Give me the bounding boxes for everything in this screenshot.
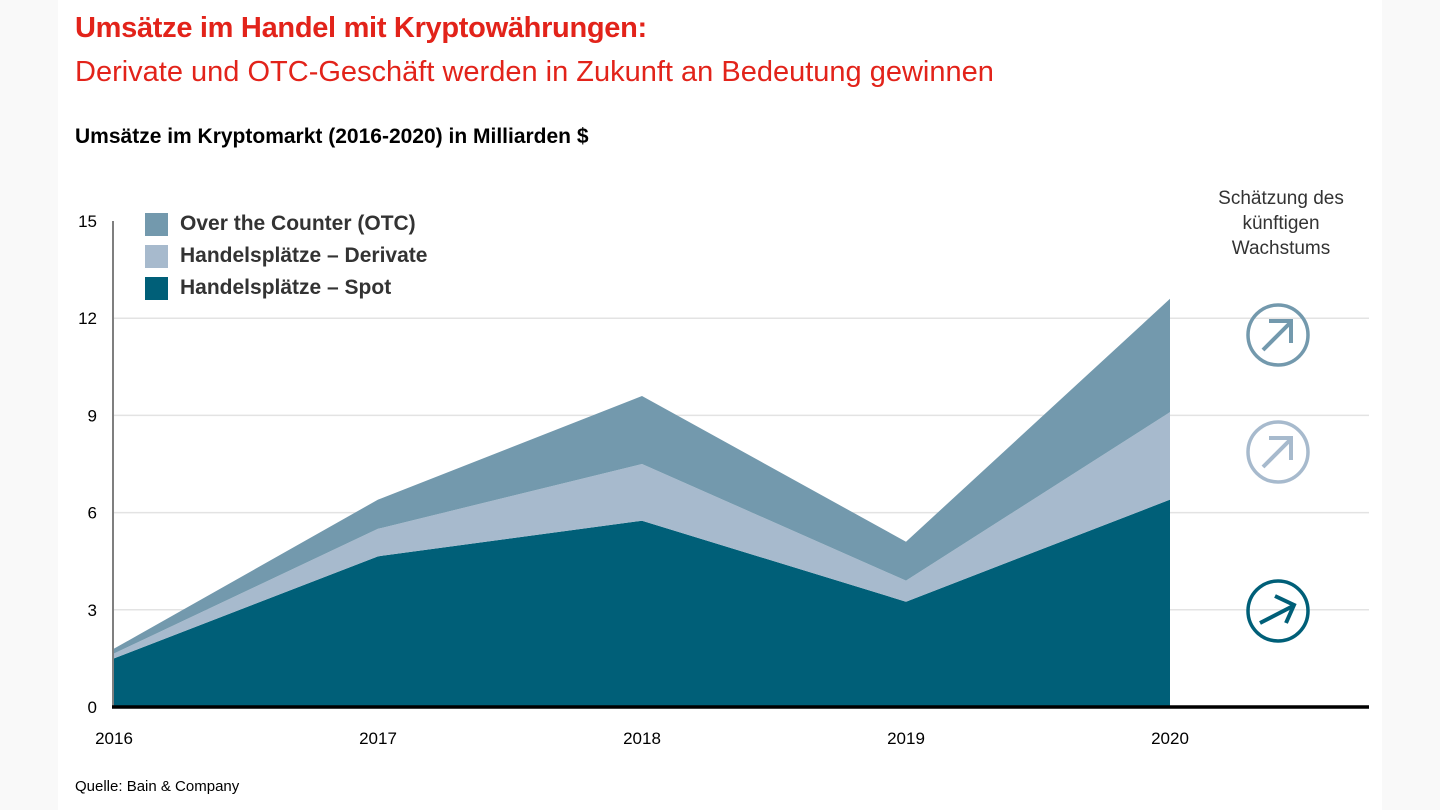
x-tick-label: 2019 (887, 729, 925, 748)
x-tick-label: 2018 (623, 729, 661, 748)
x-tick-label: 2016 (95, 729, 133, 748)
y-tick-label: 9 (88, 406, 97, 425)
arrow-right-up-circle-icon (1246, 579, 1310, 643)
legend-item-derivate: Handelsplätze – Derivate (145, 240, 427, 272)
x-tick-label: 2017 (359, 729, 397, 748)
legend-swatch-derivate (145, 244, 168, 268)
arrow-up-right-circle-icon (1246, 303, 1310, 367)
area-otc (114, 298, 1170, 654)
y-tick-label: 0 (88, 698, 97, 717)
source-note: Quelle: Bain & Company (75, 778, 240, 795)
legend-label-otc: Over the Counter (OTC) (180, 212, 416, 235)
legend: Over the Counter (OTC) Handelsplätze – D… (145, 208, 427, 304)
legend-label-spot: Handelsplätze – Spot (180, 276, 392, 299)
y-tick-label: 3 (88, 601, 97, 620)
legend-item-spot: Handelsplätze – Spot (145, 272, 427, 304)
forecast-label: Schätzung des künftigen Wachstums (1218, 188, 1344, 259)
legend-item-otc: Over the Counter (OTC) (145, 208, 427, 240)
axes (112, 221, 1369, 709)
page-title: Umsätze im Handel mit Kryptowährungen: (75, 12, 647, 44)
y-tick-labels: 0 3 6 9 12 15 (78, 212, 97, 717)
page-subtitle: Derivate und OTC-Geschäft werden in Zuku… (75, 56, 994, 88)
arrow-up-right-circle-icon (1246, 420, 1310, 484)
legend-swatch-otc (145, 212, 168, 236)
x-tick-labels: 2016 2017 2018 2019 2020 (95, 729, 1189, 748)
area-series (114, 298, 1170, 707)
area-spot (114, 499, 1170, 707)
x-tick-label: 2020 (1151, 729, 1189, 748)
area-derivate (114, 412, 1170, 659)
y-tick-label: 12 (78, 309, 97, 328)
y-tick-label: 6 (88, 504, 97, 523)
legend-label-derivate: Handelsplätze – Derivate (180, 244, 428, 267)
chart-title: Umsätze im Kryptomarkt (2016-2020) in Mi… (75, 125, 589, 148)
y-tick-label: 15 (78, 212, 97, 231)
legend-swatch-spot (145, 276, 168, 300)
